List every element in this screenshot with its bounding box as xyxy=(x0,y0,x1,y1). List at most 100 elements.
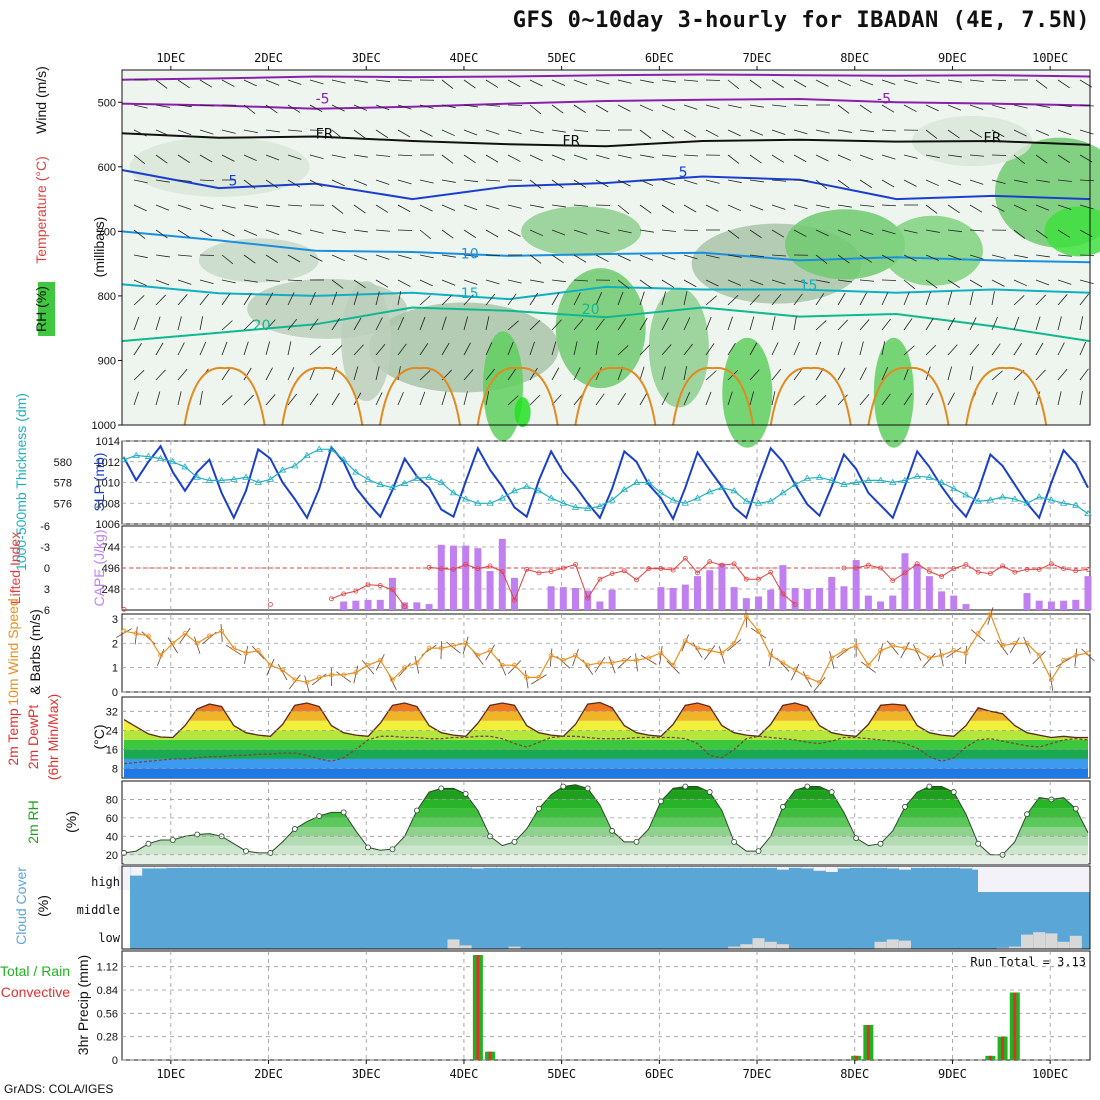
high-cloud-bar xyxy=(630,866,643,868)
wind-barb xyxy=(375,291,380,306)
precip-tick-label: 0 xyxy=(112,1055,118,1067)
rh-shading xyxy=(555,268,646,389)
wind-barb xyxy=(771,104,786,107)
precip-tick-label: 0.28 xyxy=(97,1032,118,1044)
cape-bar xyxy=(852,560,860,610)
high-cloud-bar xyxy=(654,866,667,868)
li-point xyxy=(597,576,603,582)
wind-barb xyxy=(881,393,891,406)
wind-barb xyxy=(287,104,301,113)
wind-barb xyxy=(969,129,983,138)
li-point xyxy=(926,569,932,574)
temp-fill-group xyxy=(124,702,1088,778)
wind-barb xyxy=(771,391,776,406)
wind-barb xyxy=(375,254,390,260)
wind-speed-point xyxy=(451,643,456,649)
wind-barb xyxy=(947,254,962,261)
wind-barb xyxy=(1057,294,1068,306)
wind-barb xyxy=(265,254,278,263)
li-point xyxy=(524,567,530,572)
thickness-point xyxy=(730,487,738,494)
wind-barb xyxy=(903,104,917,112)
wind-barb xyxy=(925,229,940,233)
wind-barb xyxy=(397,204,411,213)
wind-barb xyxy=(221,368,231,381)
wind-barb xyxy=(309,229,324,234)
wind-barb xyxy=(705,129,719,137)
wind-speed-point xyxy=(1061,657,1066,663)
high-cloud-bar xyxy=(337,866,350,868)
isotherm-line xyxy=(121,97,1091,110)
wind-barb xyxy=(133,316,140,331)
wind-barb xyxy=(793,104,809,107)
rh-point xyxy=(389,846,396,853)
wind-speed-point xyxy=(536,674,542,680)
wind-barb xyxy=(375,104,390,111)
wind-barb xyxy=(639,366,645,381)
wind-barb xyxy=(727,179,742,184)
wind-speed-point xyxy=(719,650,725,656)
wind-barb xyxy=(771,294,782,306)
slp-tick-label: 1012 xyxy=(96,457,120,469)
thickness-point xyxy=(937,478,946,485)
wind-barb xyxy=(595,154,610,160)
wind-barb xyxy=(617,179,631,187)
wind-barb xyxy=(485,104,500,107)
thickness-point xyxy=(352,468,360,475)
wind-speed-point xyxy=(524,674,530,680)
rh-band xyxy=(124,845,1088,855)
wind-barb xyxy=(639,229,654,233)
thickness-point xyxy=(1011,495,1019,502)
thickness-point xyxy=(315,445,323,452)
rh-tick-label: 20 xyxy=(106,850,118,862)
wind-speed-point xyxy=(926,655,932,661)
cape-bar xyxy=(864,595,872,610)
thickness-point xyxy=(742,497,751,504)
wind-barb xyxy=(837,179,850,189)
wind-barb xyxy=(375,79,390,83)
wind-barb xyxy=(969,104,984,110)
isotherm-loop xyxy=(281,366,364,426)
high-cloud-bar xyxy=(947,866,960,868)
wind-barb xyxy=(683,179,698,185)
li-point xyxy=(377,583,383,588)
wind-barb xyxy=(573,292,581,306)
wind-barb xyxy=(419,370,431,381)
contour-label: FR xyxy=(316,126,334,142)
rh-point xyxy=(975,840,982,847)
high-cloud-bar xyxy=(776,866,789,870)
rh-band xyxy=(124,790,1088,800)
wind-barb xyxy=(683,366,688,381)
wind-barb xyxy=(353,254,368,261)
wind-barb xyxy=(573,319,584,331)
wind-speed-point xyxy=(1048,677,1054,683)
high-cloud-bar xyxy=(728,866,741,868)
high-cloud-bar xyxy=(923,866,936,868)
wind-barb xyxy=(485,154,499,163)
wind-barb xyxy=(947,179,962,186)
li-point xyxy=(1085,567,1091,572)
temp-tick-label: 32 xyxy=(106,706,118,718)
wind-barb xyxy=(573,129,588,132)
li-point xyxy=(670,567,676,573)
wind-barb xyxy=(551,367,560,381)
wind-barb xyxy=(749,229,762,239)
high-cloud-bar xyxy=(618,866,631,868)
wind-barb xyxy=(177,179,192,182)
wind-speed-point xyxy=(329,672,334,678)
wind-barb xyxy=(837,279,852,283)
wind-barb xyxy=(485,391,490,406)
wind-barb xyxy=(309,254,323,262)
thickness-point xyxy=(522,482,531,490)
thickness-point xyxy=(1023,499,1031,506)
wind-barb xyxy=(859,254,873,263)
wind-speed-point xyxy=(829,655,835,661)
high-cloud-bar xyxy=(166,866,179,868)
wind-barb xyxy=(1057,391,1062,406)
thickness-point xyxy=(278,466,287,473)
wind-barb xyxy=(155,79,168,89)
low-cloud-bar xyxy=(874,941,887,949)
wind-barb xyxy=(221,395,233,406)
wind-barb xyxy=(925,344,937,356)
contour-label: 15 xyxy=(461,286,479,302)
